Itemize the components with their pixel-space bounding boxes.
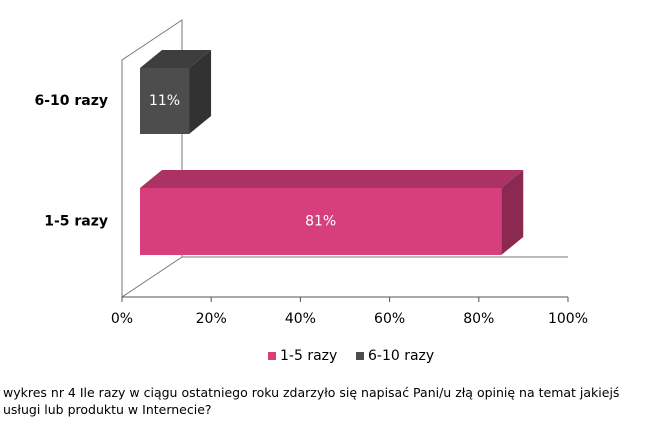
bar xyxy=(140,68,190,134)
bar xyxy=(140,188,502,255)
value-label: 11% xyxy=(149,93,180,109)
x-tick-label: 80% xyxy=(463,311,494,327)
legend-label: 6-10 razy xyxy=(368,348,434,364)
legend-label: 1-5 razy xyxy=(280,348,337,364)
x-tick-label: 0% xyxy=(111,311,133,327)
caption: wykres nr 4 Ile razy w ciągu ostatniego … xyxy=(3,385,620,417)
category-label: 6-10 razy xyxy=(34,93,108,109)
category-label: 1-5 razy xyxy=(44,214,108,230)
x-tick-label: 40% xyxy=(285,311,316,327)
chart: 0% 20% 40% 60% 80% 100% 1-5 razy 81% 6-10 razy 11… xyxy=(34,19,588,364)
floor-edge xyxy=(121,256,183,298)
x-tick-label: 60% xyxy=(374,311,405,327)
legend-swatch xyxy=(268,352,276,360)
back-wall xyxy=(121,19,568,297)
bar-top xyxy=(140,170,524,188)
bar-top xyxy=(140,50,212,68)
x-tick-label: 100% xyxy=(548,311,588,327)
bar-side xyxy=(189,50,212,134)
bar-side xyxy=(501,170,524,255)
value-label: 81% xyxy=(305,214,336,230)
legend-swatch xyxy=(356,352,364,360)
x-tick-label: 20% xyxy=(196,311,227,327)
